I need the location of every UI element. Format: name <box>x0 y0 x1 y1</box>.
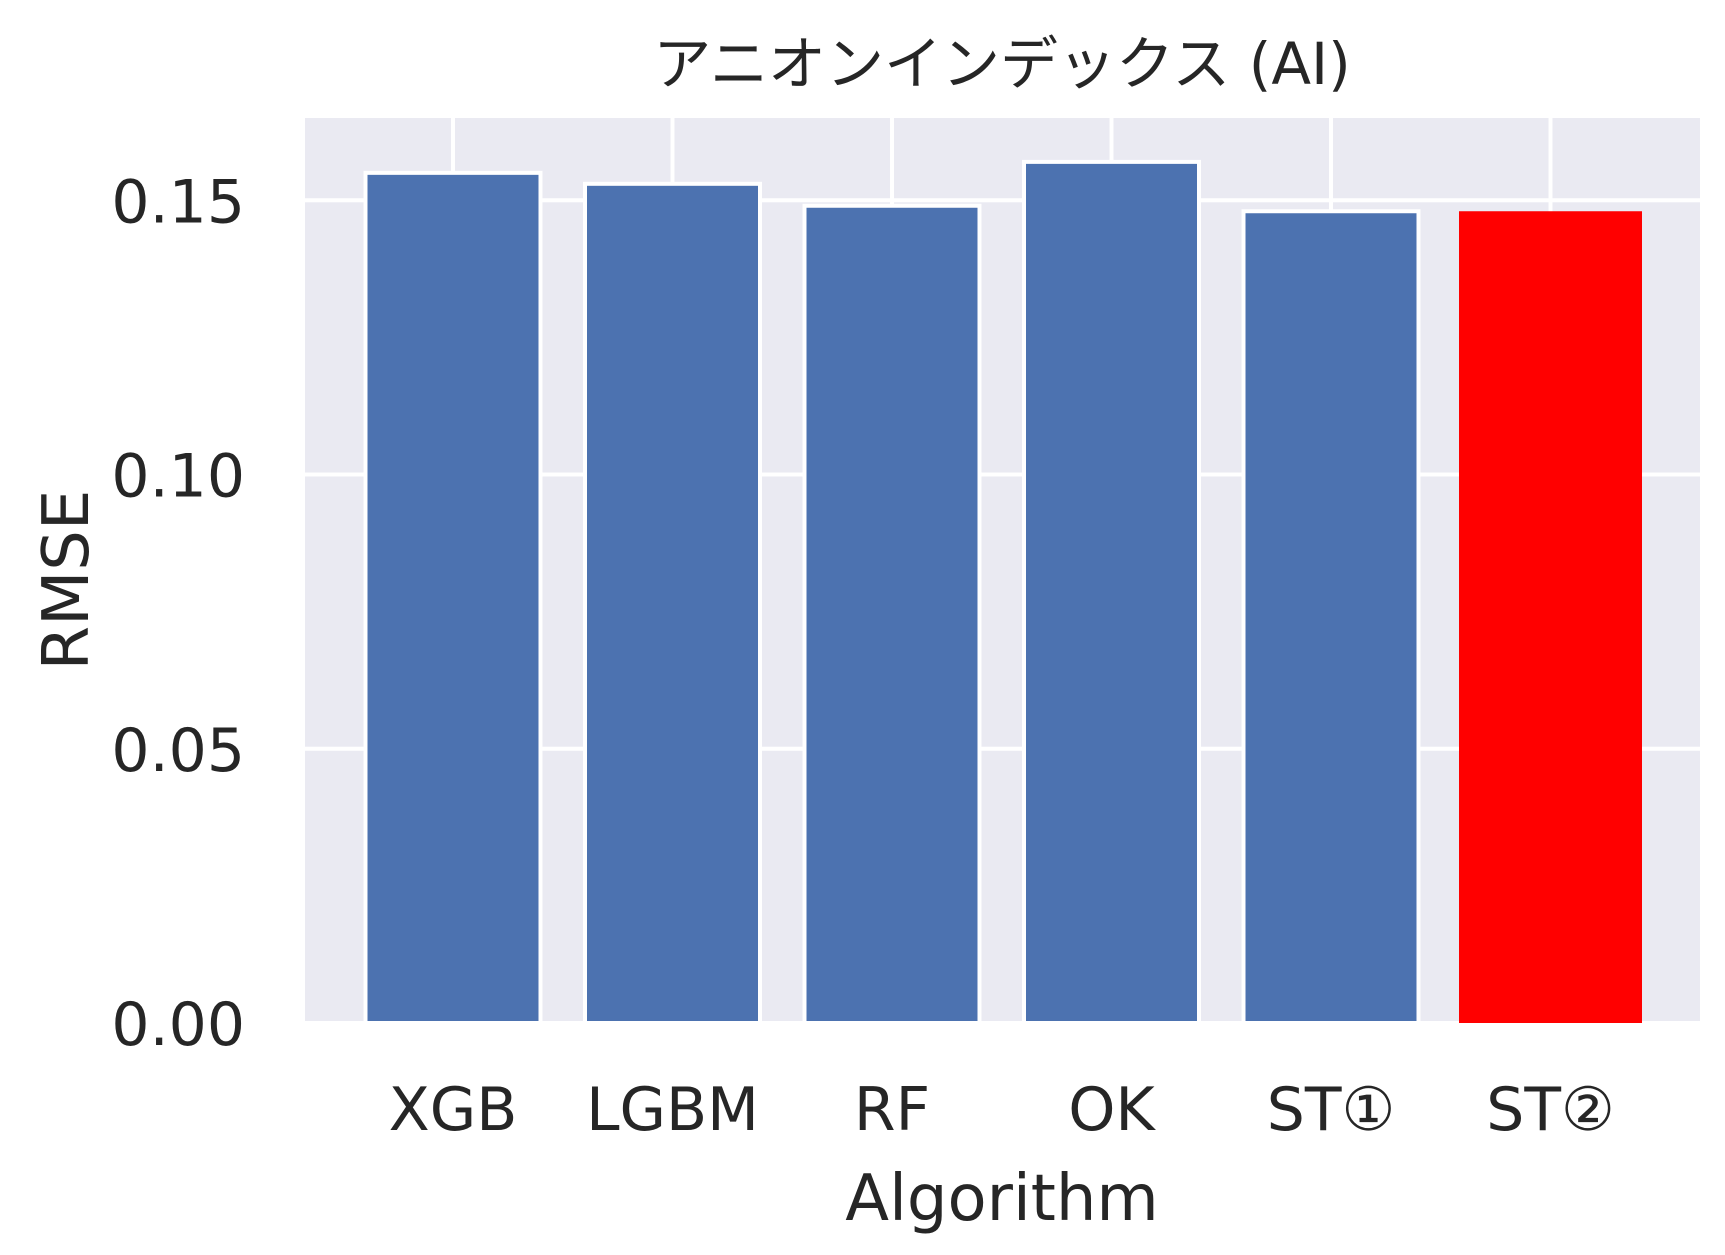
x-tick-label: RF <box>854 1075 930 1145</box>
x-tick-label: ST① <box>1267 1075 1396 1145</box>
bar-XGB <box>363 170 543 1025</box>
y-tick-label: 0.15 <box>111 167 245 237</box>
y-tick-labels: 0.00 0.05 0.10 0.15 <box>111 167 245 1060</box>
bar-RF <box>802 203 982 1025</box>
x-tick-labels: XGB LGBM RF OK ST① ST② <box>389 1075 1615 1145</box>
x-tick-label: XGB <box>389 1075 518 1145</box>
y-tick-label: 0.00 <box>111 990 245 1060</box>
bar-ST① <box>1241 209 1421 1025</box>
x-axis-label: Algorithm <box>845 1162 1158 1236</box>
y-tick-label: 0.05 <box>111 716 245 786</box>
x-tick-label: ST② <box>1486 1075 1615 1145</box>
y-tick-label: 0.10 <box>111 442 245 512</box>
x-tick-label: LGBM <box>586 1075 759 1145</box>
bars <box>363 159 1642 1025</box>
bar-LGBM <box>583 181 762 1025</box>
bar-OK <box>1022 159 1201 1025</box>
chart-title: アニオンインデックス (AI) <box>653 30 1351 98</box>
x-tick-label: OK <box>1068 1075 1156 1145</box>
y-axis-label: RMSE <box>30 490 104 671</box>
bar-ST② <box>1459 211 1642 1023</box>
